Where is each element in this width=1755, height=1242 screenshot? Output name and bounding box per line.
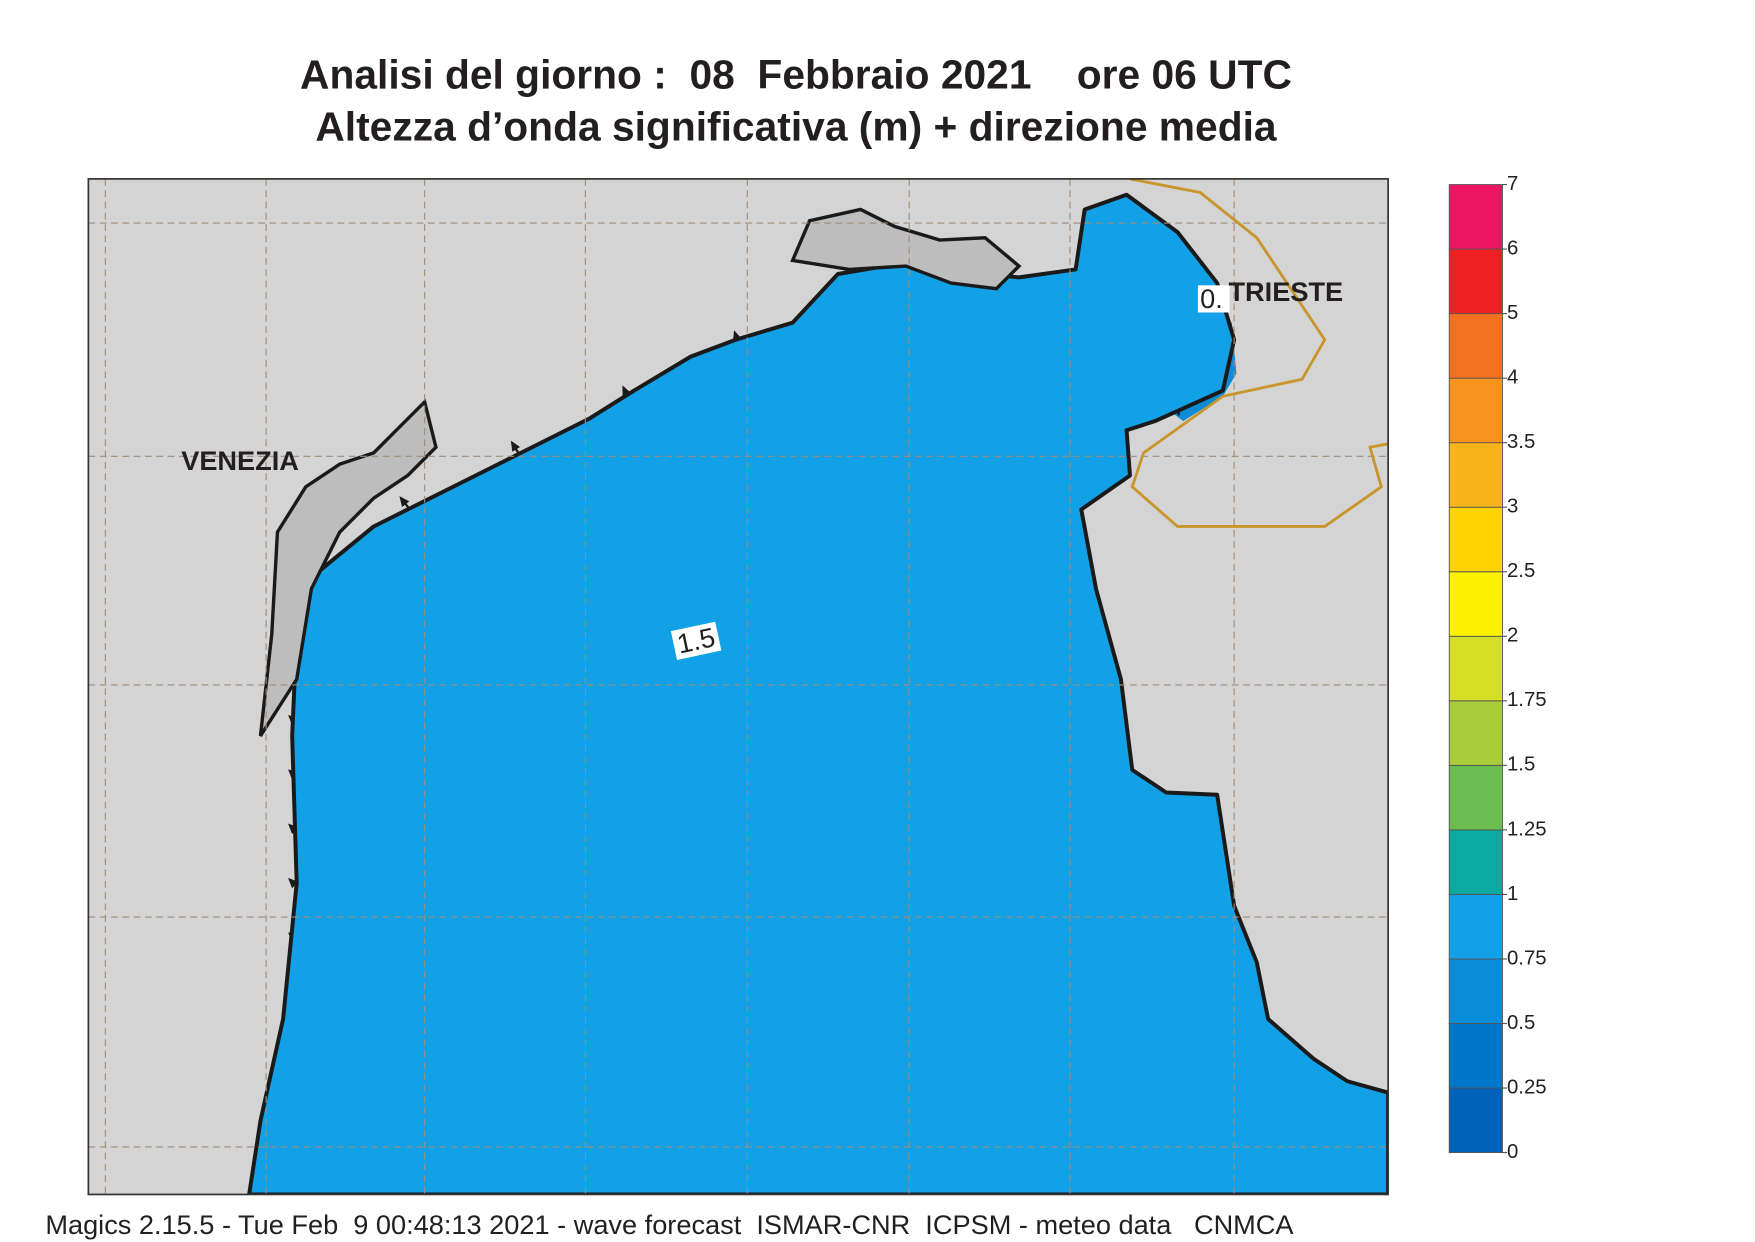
title-line-1: Analisi del giorno : 08 Febbraio 2021 or… bbox=[300, 51, 1292, 97]
colorbar-swatch bbox=[1448, 958, 1503, 1024]
wave-arrow-head bbox=[399, 496, 410, 507]
map-frame bbox=[87, 178, 1389, 1196]
colorbar-swatch bbox=[1448, 764, 1503, 831]
wave-arrow-head bbox=[622, 385, 631, 397]
colorbar-label: 0.5 bbox=[1507, 1012, 1535, 1034]
colorbar-swatch bbox=[1448, 313, 1503, 379]
colorbar-label: 4 bbox=[1507, 367, 1518, 389]
lagoon-islands bbox=[258, 398, 438, 737]
place-label: TRIESTE bbox=[1228, 276, 1343, 307]
contour-label: 1.5 bbox=[674, 621, 717, 659]
colorbar-label: 1.5 bbox=[1507, 754, 1535, 776]
colorbar-label: 3 bbox=[1507, 496, 1518, 518]
colorbar-label: 3.5 bbox=[1507, 431, 1535, 453]
contour-label-bg bbox=[670, 621, 722, 660]
colorbar-swatch bbox=[1448, 893, 1503, 960]
contour-label-group: 1.5 bbox=[670, 621, 722, 660]
colorbar-label: 7 bbox=[1507, 173, 1518, 195]
contour-label: 0. bbox=[1200, 283, 1223, 314]
colorbar-swatch bbox=[1448, 635, 1503, 702]
colorbar-label: 1.25 bbox=[1507, 818, 1547, 840]
colorbar-swatch bbox=[1448, 248, 1503, 315]
colorbar-swatch bbox=[1448, 1023, 1503, 1089]
colorbar-swatch bbox=[1448, 829, 1503, 895]
graticule bbox=[88, 178, 1389, 1195]
wave-arrow-head bbox=[510, 440, 521, 452]
colorbar-label: 0.75 bbox=[1507, 947, 1547, 969]
colorbar-swatch bbox=[1448, 184, 1503, 250]
colorbar-swatch bbox=[1448, 377, 1503, 444]
colorbar-label: 2 bbox=[1507, 625, 1518, 647]
northern-shore bbox=[790, 207, 1022, 291]
footer: Magics 2.15.5 - Tue Feb 9 00:48:13 2021 … bbox=[45, 1209, 1294, 1240]
colorbar-label: 5 bbox=[1507, 302, 1518, 324]
colorbar-label: 1 bbox=[1507, 883, 1518, 905]
colorbar-label: 6 bbox=[1507, 237, 1518, 259]
wave-arrow-head bbox=[288, 877, 299, 889]
colorbar-swatch bbox=[1448, 1087, 1503, 1154]
colorbar-label: 0 bbox=[1507, 1141, 1518, 1163]
colorbar-swatch bbox=[1448, 571, 1503, 637]
colorbar-label: 1.75 bbox=[1507, 689, 1547, 711]
border bbox=[1129, 178, 1389, 528]
colorbar-swatch bbox=[1448, 506, 1503, 573]
colorbar-label: 0.25 bbox=[1507, 1076, 1547, 1098]
colorbar: 0 0.25 0.5 0.75 1 1.25 1.5 1.75 2 2.5 3 3.5 4 5 6 7 bbox=[1448, 173, 1547, 1163]
contour-label-bg bbox=[1197, 285, 1230, 313]
title-line-2: Altezza d’onda significativa (m) + direz… bbox=[315, 103, 1277, 149]
colorbar-label: 2.5 bbox=[1507, 560, 1535, 582]
map-area bbox=[88, 178, 1389, 1195]
colorbar-swatch bbox=[1448, 700, 1503, 766]
place-label: VENEZIA bbox=[181, 445, 299, 476]
colorbar-swatch bbox=[1448, 442, 1503, 508]
